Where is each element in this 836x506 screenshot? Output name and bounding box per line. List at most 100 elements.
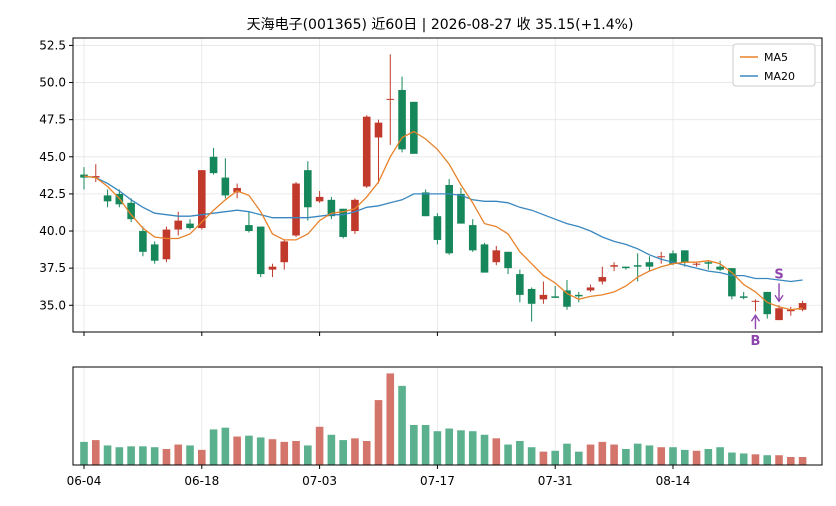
volume-bar	[739, 453, 748, 465]
candle-body	[468, 225, 477, 251]
x-tick-label: 07-03	[302, 474, 337, 488]
volume-bar	[268, 439, 277, 465]
volume-bar	[374, 400, 383, 465]
candle-body	[80, 174, 88, 178]
moving-average-lines	[83, 130, 803, 311]
volume-bar	[669, 447, 677, 465]
candle-body	[657, 256, 666, 258]
volume-bar	[680, 449, 689, 465]
candle-body	[787, 309, 795, 312]
candle-body	[574, 294, 583, 297]
y-tick-label: 40.0	[39, 224, 66, 238]
volume-bar	[798, 456, 807, 465]
volume-bar	[692, 450, 701, 465]
candle-body	[233, 187, 241, 193]
candle-body	[751, 300, 760, 302]
volume-bar	[633, 443, 642, 465]
candle-body	[586, 287, 595, 291]
y-tick-label: 42.5	[39, 187, 66, 201]
volume-bar	[728, 452, 736, 465]
candle-body	[339, 208, 347, 237]
volume-bar	[162, 448, 171, 465]
candle-body	[563, 290, 571, 307]
candle-body	[622, 266, 630, 269]
volume-bar	[292, 440, 300, 465]
volume-panel-frame	[72, 366, 823, 466]
candle-body	[739, 296, 748, 298]
volume-bar	[103, 445, 112, 465]
candle-body	[410, 101, 418, 154]
volume-bar	[174, 444, 183, 465]
candle-body	[386, 98, 395, 100]
candle-body	[680, 250, 689, 263]
y-tick-label: 35.0	[39, 298, 66, 312]
volume-bar	[492, 438, 501, 465]
volume-bar	[245, 435, 253, 465]
candle-body	[539, 294, 548, 300]
volume-bar	[362, 440, 371, 465]
y-tick-label: 52.5	[39, 38, 66, 52]
ma20-line	[83, 175, 803, 283]
candle-body	[775, 308, 783, 321]
price-y-axis: 35.0 37.5 40.0 42.5 45.0 47.5 50.0 52.5	[39, 38, 73, 312]
volume-bar	[457, 430, 465, 465]
volume-bar	[716, 447, 724, 465]
candle-body	[728, 268, 736, 297]
volume-bar	[127, 446, 135, 465]
volume-bar	[763, 455, 772, 465]
candle-body	[304, 170, 312, 208]
trade-markers: SB	[750, 267, 783, 349]
volume-bar	[304, 445, 312, 465]
candle-body	[433, 216, 442, 240]
y-tick-label: 50.0	[39, 76, 66, 90]
volume-bar	[115, 447, 124, 465]
legend-ma5-label: MA5	[764, 51, 788, 64]
volume-bar	[657, 447, 666, 465]
volume-bar	[421, 424, 430, 465]
volume-bar	[598, 441, 607, 465]
volume-bar	[504, 444, 512, 465]
candle-body	[445, 185, 453, 254]
candle-body	[551, 296, 559, 298]
candle-body	[221, 177, 230, 196]
y-tick-label: 45.0	[39, 150, 66, 164]
volume-bar	[315, 426, 324, 465]
candle-body	[610, 265, 618, 267]
candle-body	[127, 202, 135, 220]
candle-body	[374, 122, 383, 138]
volume-bar	[751, 454, 760, 465]
candle-body	[492, 250, 501, 263]
volume-bar	[704, 448, 713, 465]
chart-title: 天海电子(001365) 近60日 | 2026-08-27 收 35.15(+…	[247, 17, 634, 33]
candle-body	[327, 199, 336, 217]
volume-bar	[527, 447, 536, 465]
buy-arrow-head	[750, 313, 761, 322]
price-grid	[73, 38, 822, 332]
candle-body	[268, 266, 277, 270]
candle-body	[280, 241, 289, 263]
volume-bar	[198, 449, 206, 465]
candle-body	[362, 116, 371, 187]
volume-bar	[775, 455, 783, 465]
candle-body	[292, 183, 300, 236]
volume-bar	[139, 446, 147, 465]
candlestick-series	[80, 54, 807, 322]
candle-body	[186, 223, 194, 229]
volume-bar	[410, 424, 418, 465]
volume-bar	[586, 444, 595, 465]
candle-body	[421, 192, 430, 217]
candle-body	[162, 229, 171, 260]
candle-body	[716, 266, 724, 270]
volume-bar	[256, 437, 265, 465]
candle-body	[139, 231, 147, 252]
candle-body	[209, 156, 218, 174]
candle-body	[457, 193, 465, 224]
x-axis: 06-04 06-18 07-03 07-17 07-31 08-14	[67, 332, 690, 488]
candle-body	[174, 220, 183, 230]
candle-body	[398, 89, 406, 150]
candle-body	[633, 265, 642, 267]
volume-bar	[351, 438, 359, 465]
volume-bar	[574, 451, 583, 465]
volume-bar	[233, 436, 241, 465]
volume-series	[80, 373, 807, 465]
